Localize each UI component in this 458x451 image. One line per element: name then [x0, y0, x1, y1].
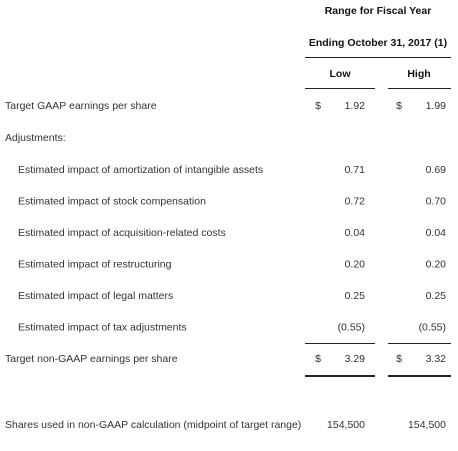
cell-value: (0.55)	[338, 321, 365, 333]
column-header: High	[407, 68, 430, 80]
row-label: Estimated impact of tax adjustments	[18, 321, 187, 333]
table-title: Range for Fiscal Year	[325, 5, 432, 17]
cell-value: 0.20	[345, 258, 366, 270]
row-label: Estimated impact of acquisition-related …	[18, 227, 226, 239]
cell-value: 0.70	[426, 195, 447, 207]
row-label: Estimated impact of stock compensation	[18, 195, 206, 207]
currency-symbol: $	[396, 100, 402, 112]
cell-value: 0.04	[426, 227, 447, 239]
row-label: Shares used in non-GAAP calculation (mid…	[5, 419, 301, 431]
column-header: Low	[330, 68, 352, 80]
row-label: Estimated impact of legal matters	[18, 290, 173, 302]
cell-value: 0.04	[345, 227, 366, 239]
cell-value: 154,500	[327, 419, 365, 431]
row-label: Target non-GAAP earnings per share	[5, 353, 178, 365]
currency-symbol: $	[315, 100, 321, 112]
row-label: Target GAAP earnings per share	[5, 100, 157, 112]
row-label: Estimated impact of restructuring	[18, 258, 172, 270]
cell-value: (0.55)	[419, 321, 446, 333]
currency-symbol: $	[315, 353, 321, 365]
cell-value: 0.69	[426, 164, 447, 176]
cell-value: 0.72	[345, 195, 366, 207]
cell-value: 154,500	[408, 419, 446, 431]
row-label: Estimated impact of amortization of inta…	[18, 164, 263, 176]
cell-value: 0.20	[426, 258, 447, 270]
cell-value: 0.25	[426, 290, 447, 302]
cell-value: 0.25	[345, 290, 366, 302]
currency-symbol: $	[396, 353, 402, 365]
cell-value: 3.29	[345, 353, 366, 365]
cell-value: 3.32	[426, 353, 447, 365]
cell-value: 0.71	[345, 164, 366, 176]
row-label: Adjustments:	[5, 132, 66, 144]
table-subtitle: Ending October 31, 2017 (1)	[309, 37, 447, 49]
cell-value: 1.99	[426, 100, 447, 112]
cell-value: 1.92	[345, 100, 366, 112]
